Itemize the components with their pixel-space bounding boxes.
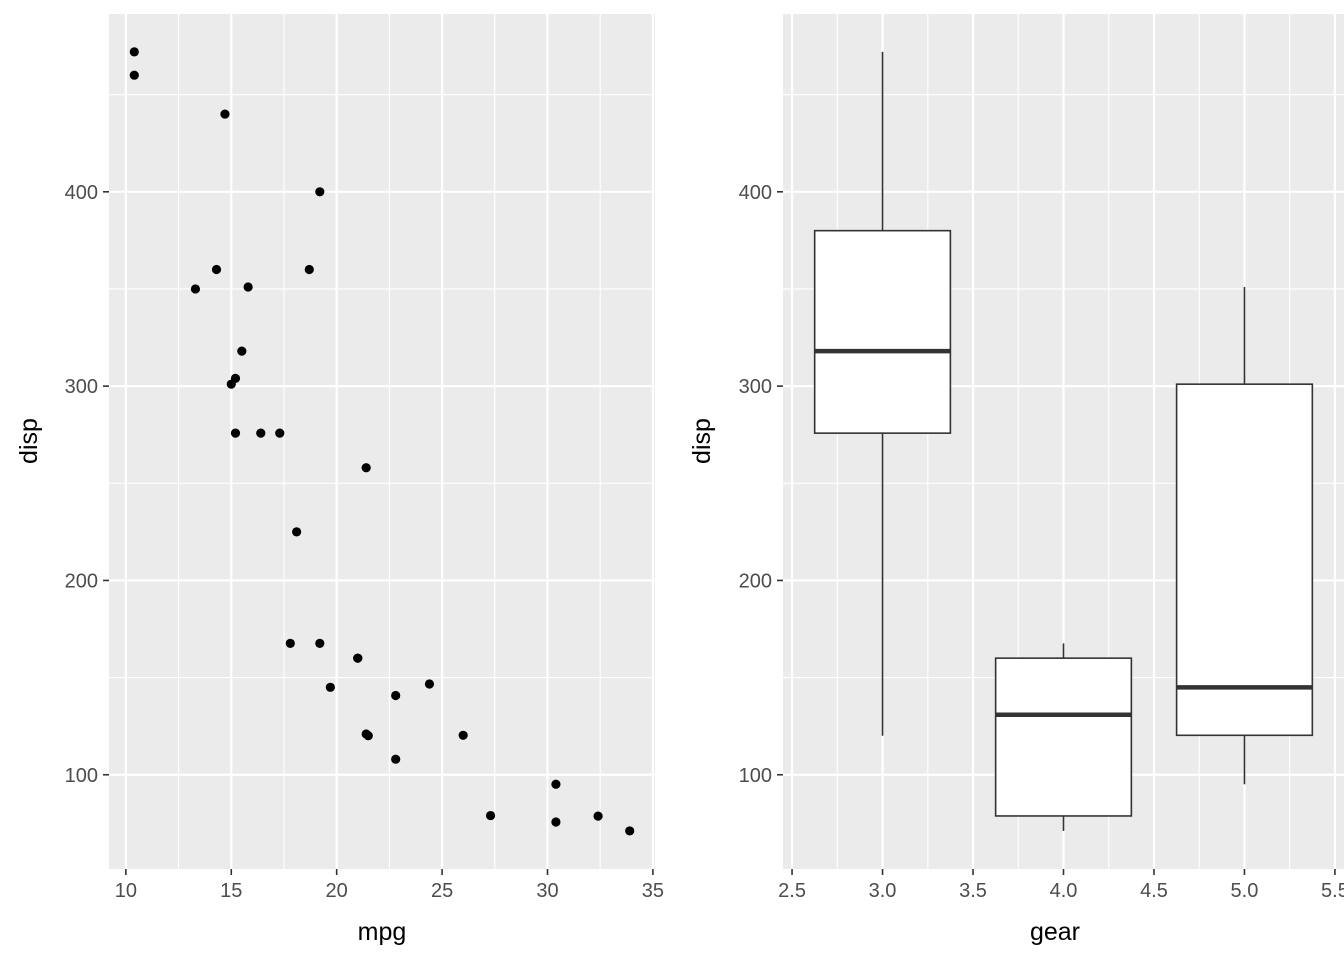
scatter-y-tick-label: 100 [65, 765, 98, 787]
scatter-point [230, 428, 241, 438]
scatter-point [391, 690, 401, 701]
scatter-point [211, 264, 222, 275]
boxplot-x-tick-label: 5.5 [1321, 880, 1344, 902]
scatter-x-tick-label: 30 [536, 880, 558, 902]
boxplot-x-tick-label: 2.5 [778, 880, 806, 902]
boxplot-y-axis-title: disp [688, 418, 716, 464]
scatter-y-tick-label: 300 [65, 376, 98, 398]
scatter-x-tick-label: 10 [115, 880, 137, 902]
scatter-point [237, 346, 247, 356]
scatter-point [325, 682, 335, 692]
scatter-point [593, 811, 603, 821]
scatter-x-tick-label: 15 [220, 880, 242, 902]
boxplot-y-axis: 100 200 300 400 [739, 182, 783, 787]
scatter-x-axis-title: mpg [358, 918, 407, 946]
scatter-y-axis-title: disp [15, 418, 43, 464]
scatter-panel-background [109, 14, 655, 869]
boxplot-boxes [813, 51, 1314, 831]
scatter-point [485, 810, 496, 821]
scatter-point [304, 264, 314, 275]
scatter-point [315, 187, 325, 197]
scatter-point [243, 282, 253, 292]
boxplot-x-tick-label: 3.5 [959, 880, 987, 902]
boxplot-box-group [813, 51, 952, 736]
scatter-points [129, 47, 635, 836]
boxplot-box-group [1175, 287, 1314, 785]
scatter-y-axis: 100 200 300 400 [65, 182, 109, 787]
boxplot-y-tick-label: 400 [739, 182, 772, 204]
scatter-point [551, 779, 561, 789]
boxplot-box [813, 229, 952, 434]
scatter-point [458, 730, 468, 740]
scatter-point [190, 284, 201, 294]
scatter-grid [109, 14, 655, 869]
scatter-point [353, 653, 363, 663]
scatter-point [220, 109, 230, 119]
scatter-point [129, 47, 139, 57]
scatter-point [625, 826, 635, 836]
boxplot-x-tick-label: 4.0 [1050, 880, 1078, 902]
scatter-x-axis: 10 15 20 25 30 35 [115, 869, 664, 902]
scatter-x-tick-label: 20 [326, 880, 348, 902]
scatter-point [361, 463, 371, 473]
scatter-point [391, 754, 401, 764]
scatter-point [551, 817, 561, 827]
boxplot-x-axis: 2.5 3.0 3.5 4.0 4.5 5.0 5.5 [778, 869, 1344, 902]
scatter-point [361, 729, 371, 739]
boxplot-y-tick-label: 200 [739, 570, 772, 592]
scatter-point [226, 379, 236, 389]
boxplot-x-tick-label: 3.0 [869, 880, 897, 902]
scatter-point [424, 679, 435, 689]
scatter-y-tick-label: 200 [65, 570, 98, 592]
boxplot-box [994, 657, 1133, 817]
scatter-point [315, 638, 325, 648]
boxplot-y-tick-label: 300 [739, 376, 772, 398]
boxplot-x-axis-title: gear [1030, 918, 1080, 946]
scatter-x-tick-label: 25 [431, 880, 453, 902]
boxplot-box [1175, 383, 1314, 737]
scatter-x-tick-label: 35 [642, 880, 664, 902]
scatter-y-tick-label: 400 [65, 182, 98, 204]
scatter-point [285, 638, 295, 648]
boxplot-x-tick-label: 5.0 [1231, 880, 1259, 902]
boxplot-x-tick-label: 4.5 [1140, 880, 1168, 902]
scatter-point [129, 70, 139, 80]
scatter-panel: 10 15 20 25 30 35 100 200 300 400 mpg disp [15, 14, 664, 946]
scatter-point [275, 428, 285, 438]
boxplot-y-tick-label: 100 [739, 765, 772, 787]
scatter-point [256, 428, 266, 438]
scatter-point [292, 527, 302, 537]
boxplot-box-group [994, 643, 1133, 831]
